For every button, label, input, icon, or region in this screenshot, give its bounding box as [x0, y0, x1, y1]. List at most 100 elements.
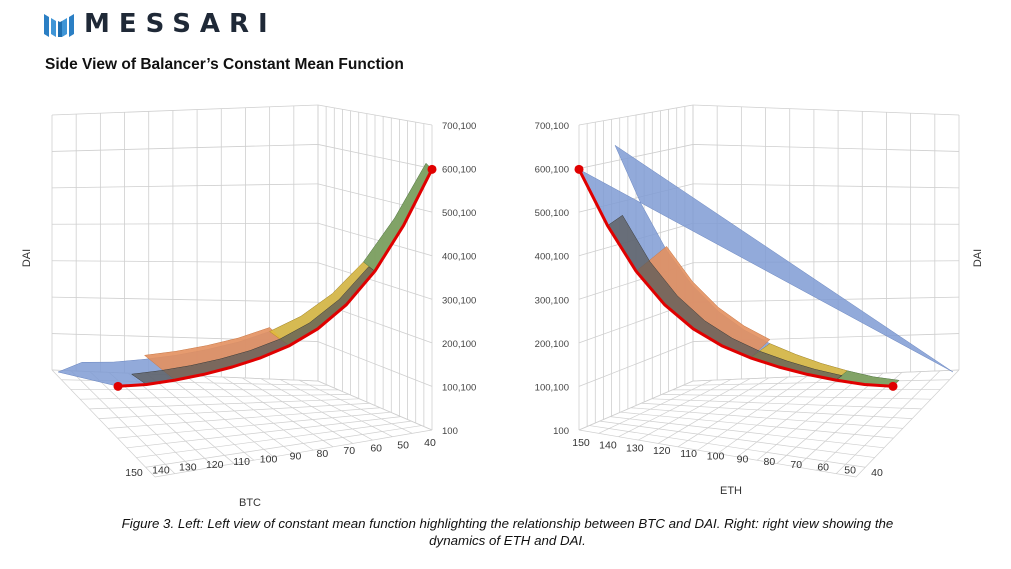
y-axis-title: DAI — [972, 249, 984, 267]
caption-line-1: Figure 3. Left: Left view of constant me… — [121, 516, 894, 531]
x-tick-label: 100 — [260, 453, 278, 465]
grid-line — [578, 144, 694, 169]
grid-line — [692, 222, 960, 225]
x-tick-label: 50 — [397, 440, 409, 452]
curve-endpoint-bottom — [888, 381, 898, 391]
z-tick-label: 600,100 — [535, 165, 569, 176]
x-tick-label: 90 — [737, 453, 749, 465]
floor-grid-line — [298, 379, 413, 434]
grid-line — [317, 104, 433, 126]
floor-grid-line — [657, 377, 770, 444]
z-tick-label: 400,100 — [535, 252, 569, 263]
z-tick-label: 500,100 — [442, 208, 476, 219]
x-tick-label: 60 — [817, 462, 829, 474]
floor-grid-line — [89, 371, 195, 471]
curve-endpoint-top — [427, 164, 437, 174]
floor-grid-line — [677, 376, 789, 448]
x-tick-label: 140 — [152, 464, 170, 476]
floor-grid-line — [279, 379, 393, 438]
floor-grid-line — [146, 373, 255, 461]
floor-grid-line — [697, 375, 808, 451]
floor-grid-line — [835, 370, 941, 474]
grid-line — [51, 296, 319, 303]
z-tick-label: 500,100 — [535, 208, 569, 219]
z-tick-label: 300,100 — [442, 295, 476, 306]
grid-line — [51, 144, 319, 152]
x-tick-label: 90 — [290, 451, 302, 463]
floor-grid-line — [717, 375, 827, 454]
grid-line — [317, 144, 433, 169]
z-tick-label: 600,100 — [442, 165, 476, 176]
page-title: Side View of Balancer’s Constant Mean Fu… — [45, 56, 404, 73]
brand: MESSARI — [44, 9, 277, 39]
z-tick-label: 700,100 — [535, 121, 569, 132]
grid-line — [317, 222, 433, 257]
chart-right-view: 100 100,100 200,100 300,100 400,100 500,100 60… — [535, 104, 984, 497]
grid-line — [692, 104, 960, 116]
curve-line — [117, 168, 434, 388]
x-axis-title: ETH — [720, 485, 742, 497]
x-tick-label: 130 — [626, 442, 644, 454]
x-tick-label: 110 — [680, 448, 697, 460]
grid-line — [578, 341, 694, 387]
z-tick-label: 100 — [442, 426, 458, 437]
floor-grid-line — [776, 372, 884, 464]
grid-line — [692, 144, 960, 152]
floor-grid-line — [796, 372, 903, 468]
curve-line — [577, 168, 894, 388]
grid-line — [51, 183, 319, 189]
x-tick-label: 120 — [653, 445, 671, 457]
z-tick-label: 100,100 — [442, 382, 476, 393]
z-tick-label: 200,100 — [442, 339, 476, 350]
grid-line — [692, 260, 960, 264]
z-tick-label: 100 — [553, 426, 569, 437]
floor-grid-line — [127, 372, 235, 464]
x-tick-label: 70 — [790, 459, 802, 471]
x-tick-label: 80 — [317, 448, 329, 460]
floor-grid-line — [260, 378, 373, 441]
floor-grid-line — [184, 375, 294, 454]
brand-name: MESSARI — [84, 9, 277, 39]
x-tick-label: 100 — [707, 451, 725, 463]
x-tick-label: 50 — [844, 464, 856, 476]
curve-endpoint-top — [574, 164, 584, 174]
floor-grid-line — [855, 369, 960, 478]
grid-line — [317, 341, 433, 387]
figure-caption: Figure 3. Left: Left view of constant me… — [40, 515, 975, 549]
x-axis-title: BTC — [239, 497, 261, 509]
floor-grid-line — [638, 378, 751, 441]
x-tick-label: 40 — [871, 467, 883, 479]
z-tick-label: 400,100 — [442, 252, 476, 263]
chart-back-wall-left — [693, 105, 959, 381]
floor-grid-line — [737, 374, 846, 458]
curve-endpoint-bottom — [113, 381, 123, 391]
chart-back-wall-left — [52, 105, 318, 381]
floor-grid-line — [317, 380, 433, 431]
x-tick-label: 150 — [125, 467, 143, 479]
floor-grid-line — [70, 370, 176, 474]
z-tick-label: 100,100 — [535, 382, 569, 393]
x-tick-label: 40 — [424, 437, 436, 449]
floor-grid-line — [165, 374, 274, 458]
grid-line — [51, 104, 319, 116]
x-tick-label: 60 — [370, 442, 382, 454]
grid-line — [51, 260, 319, 264]
x-tick-label: 150 — [572, 437, 590, 449]
grid-line — [317, 262, 433, 300]
caption-line-2: dynamics of ETH and DAI. — [429, 533, 586, 548]
grid-line — [578, 104, 694, 126]
floor-grid-line — [108, 372, 215, 468]
grid-line — [692, 183, 960, 189]
x-tick-label: 80 — [764, 456, 776, 468]
x-tick-label: 70 — [343, 445, 355, 457]
x-tick-label: 130 — [179, 462, 197, 474]
x-tick-label: 120 — [206, 459, 224, 471]
floor-grid-line — [816, 371, 922, 471]
x-tick-label: 140 — [599, 440, 617, 452]
floor-grid-line — [51, 369, 156, 478]
x-tick-label: 110 — [233, 456, 250, 468]
y-axis-title: DAI — [21, 249, 33, 267]
chart-left-view: 100 100,100 200,100 300,100 400,100 500,100 60… — [21, 104, 476, 509]
grid-line — [51, 222, 319, 225]
floor-grid-line — [578, 380, 694, 431]
